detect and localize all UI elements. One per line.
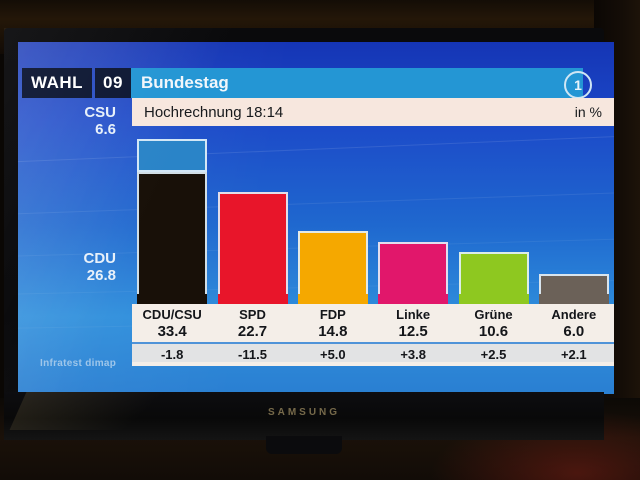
- side-label-csu-name: CSU: [84, 104, 116, 121]
- party-change-fdp: +5.0: [319, 347, 346, 362]
- page-title: Bundestag: [130, 68, 583, 98]
- party-name-fdp: FDP: [319, 307, 346, 322]
- party-name-cdu-csu: CDU/CSU: [142, 307, 202, 322]
- bar-column-linke: [378, 126, 449, 304]
- bar-column-spd: [217, 126, 288, 304]
- swatch-andere: [538, 294, 609, 304]
- color-swatch-row: [132, 294, 614, 304]
- tv-screen: WAHL 09 Bundestag 1 Hochrechnung 18:14 i…: [18, 42, 614, 394]
- party-value-spd: 22.7: [237, 323, 268, 340]
- side-label-csu: CSU 6.6: [24, 104, 116, 138]
- party-value-fdp: 14.8: [318, 323, 348, 340]
- bar-column-fdp: [297, 126, 368, 304]
- table-header-row: CDU/CSU SPD FDP Linke Grüne Andere: [132, 304, 614, 322]
- swatch-fdp: [297, 294, 368, 304]
- wahl-badge: WAHL: [22, 68, 93, 98]
- swatch-grüne: [458, 294, 529, 304]
- table-value-row: 33.4 22.7 14.8 12.5 10.6 6.0: [132, 322, 614, 340]
- bar-column-andere: [538, 126, 609, 304]
- side-label-csu-value: 6.6: [95, 121, 116, 138]
- year-badge: 09: [95, 68, 131, 98]
- table-change-row: -1.8 -11.5 +5.0 +3.8 +2.5 +2.1: [132, 342, 614, 362]
- party-change-grüne: +2.5: [480, 347, 507, 362]
- ard-channel-logo-icon: 1: [564, 71, 592, 99]
- television-set: WAHL 09 Bundestag 1 Hochrechnung 18:14 i…: [4, 28, 614, 454]
- party-name-linke: Linke: [396, 307, 431, 322]
- side-label-cdu: CDU 26.8: [24, 250, 117, 284]
- bar-fdp: [297, 230, 368, 304]
- party-name-grüne: Grüne: [474, 307, 513, 322]
- swatch-spd: [217, 294, 288, 304]
- source-credit: Infratest dimap: [40, 358, 117, 369]
- bar-segment-cdu: [137, 171, 208, 304]
- party-name-spd: SPD: [239, 307, 266, 322]
- party-value-andere: 6.0: [563, 323, 585, 340]
- bar-spd: [217, 191, 288, 304]
- party-change-linke: +3.8: [400, 347, 426, 362]
- tv-bezel-bottom: [4, 392, 604, 440]
- party-value-linke: 12.5: [398, 323, 428, 340]
- party-change-cdu-csu: -1.8: [160, 347, 184, 362]
- swatch-cdu-csu: [137, 294, 208, 304]
- party-change-spd: -11.5: [238, 347, 267, 362]
- bar-segment-csu: [137, 138, 208, 172]
- party-name-andere: Andere: [551, 307, 597, 322]
- bar-chart: [132, 126, 614, 304]
- results-table: CDU/CSU SPD FDP Linke Grüne Andere 33.4 22.7 14…: [132, 294, 614, 366]
- samsung-brand-logo: SAMSUNG: [267, 407, 341, 418]
- bar-column-grüne: [458, 126, 529, 304]
- party-value-grüne: 10.6: [478, 323, 509, 340]
- projection-time-label: Hochrechnung 18:14: [144, 103, 284, 121]
- bar-column-cdu-csu: [137, 126, 208, 304]
- subtitle-bar: Hochrechnung 18:14 in %: [132, 98, 614, 126]
- party-value-cdu-csu: 33.4: [157, 323, 187, 340]
- tv-stand-neck: [266, 436, 342, 454]
- unit-label: in %: [574, 104, 602, 120]
- side-label-cdu-name: CDU: [83, 250, 117, 267]
- broadcast-header: WAHL 09 Bundestag: [22, 68, 583, 98]
- side-label-cdu-value: 26.8: [86, 267, 116, 284]
- party-change-andere: +2.1: [560, 347, 587, 362]
- swatch-linke: [378, 294, 449, 304]
